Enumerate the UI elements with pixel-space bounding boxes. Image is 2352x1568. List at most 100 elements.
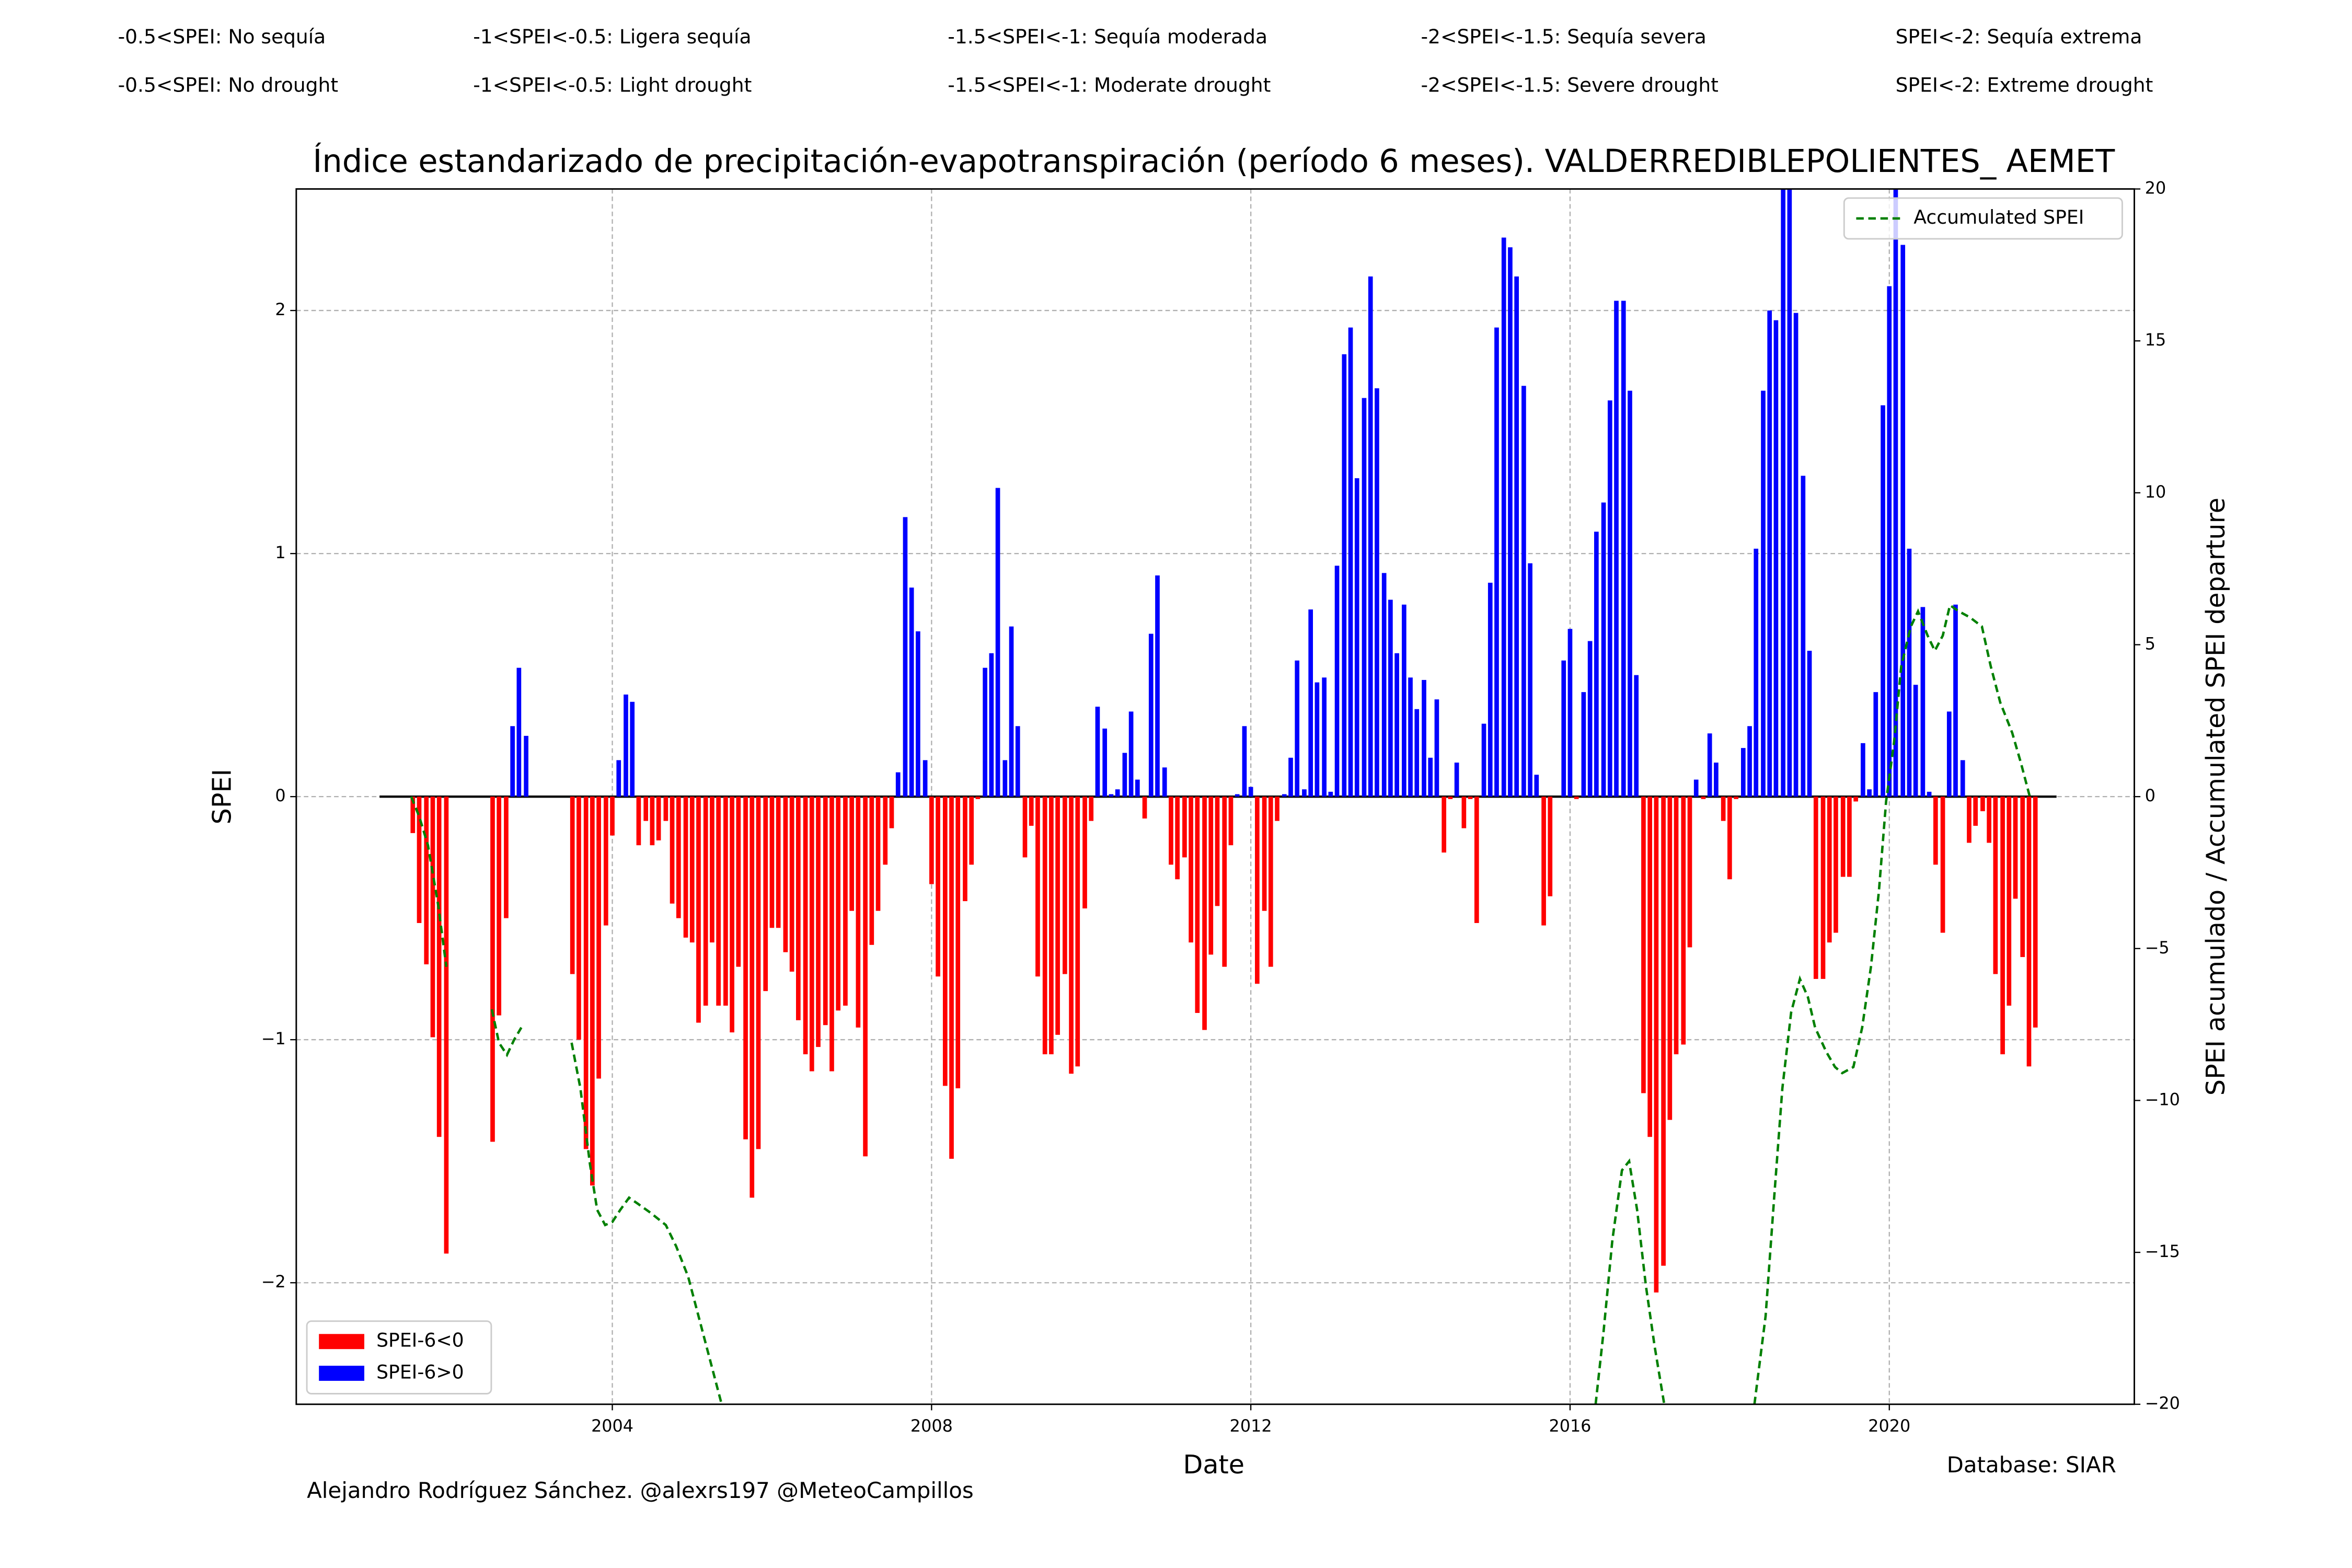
- legend-note: SPEI<-2: Sequía extrema: [1896, 25, 2142, 48]
- bar: [1574, 797, 1579, 799]
- bar: [1674, 797, 1679, 1055]
- bar: [1228, 797, 1233, 846]
- bar: [1827, 797, 1832, 943]
- legend-note: -0.5<SPEI: No sequía: [118, 25, 326, 48]
- bar: [1534, 775, 1539, 797]
- bar: [1587, 641, 1593, 797]
- bar: [663, 797, 668, 821]
- x-tick-label: 2020: [1868, 1416, 1910, 1436]
- bar: [1987, 797, 1991, 843]
- bar: [730, 797, 734, 1033]
- bar: [689, 797, 695, 943]
- bar: [1927, 791, 1932, 797]
- chart-title: Índice estandarizado de precipitación-ev…: [313, 142, 2115, 180]
- bar: [936, 797, 940, 977]
- bar: [829, 797, 834, 1071]
- bar: [769, 797, 775, 928]
- bar: [783, 797, 788, 952]
- bar: [1893, 189, 1898, 797]
- bar: [1109, 794, 1114, 797]
- bar: [743, 797, 748, 1139]
- bar: [1594, 532, 1599, 797]
- bar: [2033, 797, 2038, 1028]
- bar: [1461, 797, 1467, 828]
- bar: [955, 797, 961, 1089]
- bar: [795, 797, 801, 1020]
- bar: [1162, 767, 1167, 797]
- bar: [1820, 797, 1826, 979]
- bar: [1654, 797, 1659, 1293]
- x-tick-label: 2012: [1230, 1416, 1272, 1436]
- legend-swatch: [319, 1365, 364, 1381]
- bar: [1063, 797, 1067, 974]
- bar: [710, 797, 714, 943]
- bar: [1182, 797, 1187, 858]
- bar: [1773, 320, 1779, 797]
- bar: [889, 797, 894, 828]
- bar: [1933, 797, 1938, 865]
- bar: [490, 797, 495, 1142]
- bar: [756, 797, 761, 1149]
- bar: [1548, 797, 1553, 896]
- bar: [590, 797, 595, 1186]
- bar: [1687, 797, 1692, 948]
- bar: [1148, 633, 1154, 797]
- bar: [1813, 797, 1818, 979]
- bar: [1707, 733, 1712, 797]
- bar: [1195, 797, 1200, 1013]
- bar: [1488, 582, 1493, 797]
- bar: [676, 797, 681, 918]
- bar: [923, 760, 928, 797]
- y2-tick-label: −10: [2145, 1089, 2180, 1109]
- y2-tick-label: −5: [2145, 938, 2170, 958]
- bar: [1235, 794, 1240, 797]
- bar: [1494, 327, 1499, 797]
- bar: [1628, 390, 1632, 797]
- bar: [1514, 276, 1519, 797]
- bar: [1322, 677, 1327, 797]
- bar: [1501, 237, 1506, 797]
- bar: [1262, 797, 1267, 911]
- plot-frame: [295, 188, 2135, 1405]
- legend-label: SPEI-6>0: [376, 1361, 464, 1383]
- bar: [963, 797, 967, 902]
- bar: [656, 797, 661, 840]
- bar: [1354, 478, 1359, 797]
- bar: [942, 797, 948, 1086]
- bar: [1342, 354, 1347, 797]
- bar: [1095, 707, 1100, 797]
- bar: [1861, 743, 1865, 797]
- bar: [410, 797, 416, 833]
- bar: [1581, 692, 1586, 797]
- bar: [816, 797, 821, 1047]
- legend-swatch: [319, 1334, 364, 1350]
- bar: [1734, 797, 1738, 799]
- bar: [2026, 797, 2032, 1067]
- y2-tick-label: 0: [2145, 786, 2155, 805]
- bar: [776, 797, 781, 928]
- bar: [670, 797, 675, 904]
- bar: [2007, 797, 2012, 1006]
- y2-tick-label: 5: [2145, 633, 2155, 653]
- bar: [610, 797, 615, 836]
- bar: [1102, 728, 1108, 797]
- bar: [650, 797, 655, 846]
- bar: [909, 587, 914, 797]
- bar: [716, 797, 721, 1006]
- bar: [1567, 629, 1573, 797]
- bar: [1940, 797, 1945, 933]
- bar: [1761, 390, 1766, 797]
- bar: [2013, 797, 2018, 899]
- y2-tick-label: −20: [2145, 1393, 2180, 1413]
- bar: [723, 797, 728, 1006]
- data-source: Database: SIAR: [1947, 1452, 2116, 1478]
- bar: [883, 797, 888, 865]
- bar: [1009, 626, 1014, 797]
- bar: [417, 797, 422, 923]
- bar: [903, 517, 908, 797]
- bar: [1128, 711, 1134, 797]
- bar: [1049, 797, 1054, 1055]
- bar: [1834, 797, 1838, 933]
- bar: [1840, 797, 1846, 877]
